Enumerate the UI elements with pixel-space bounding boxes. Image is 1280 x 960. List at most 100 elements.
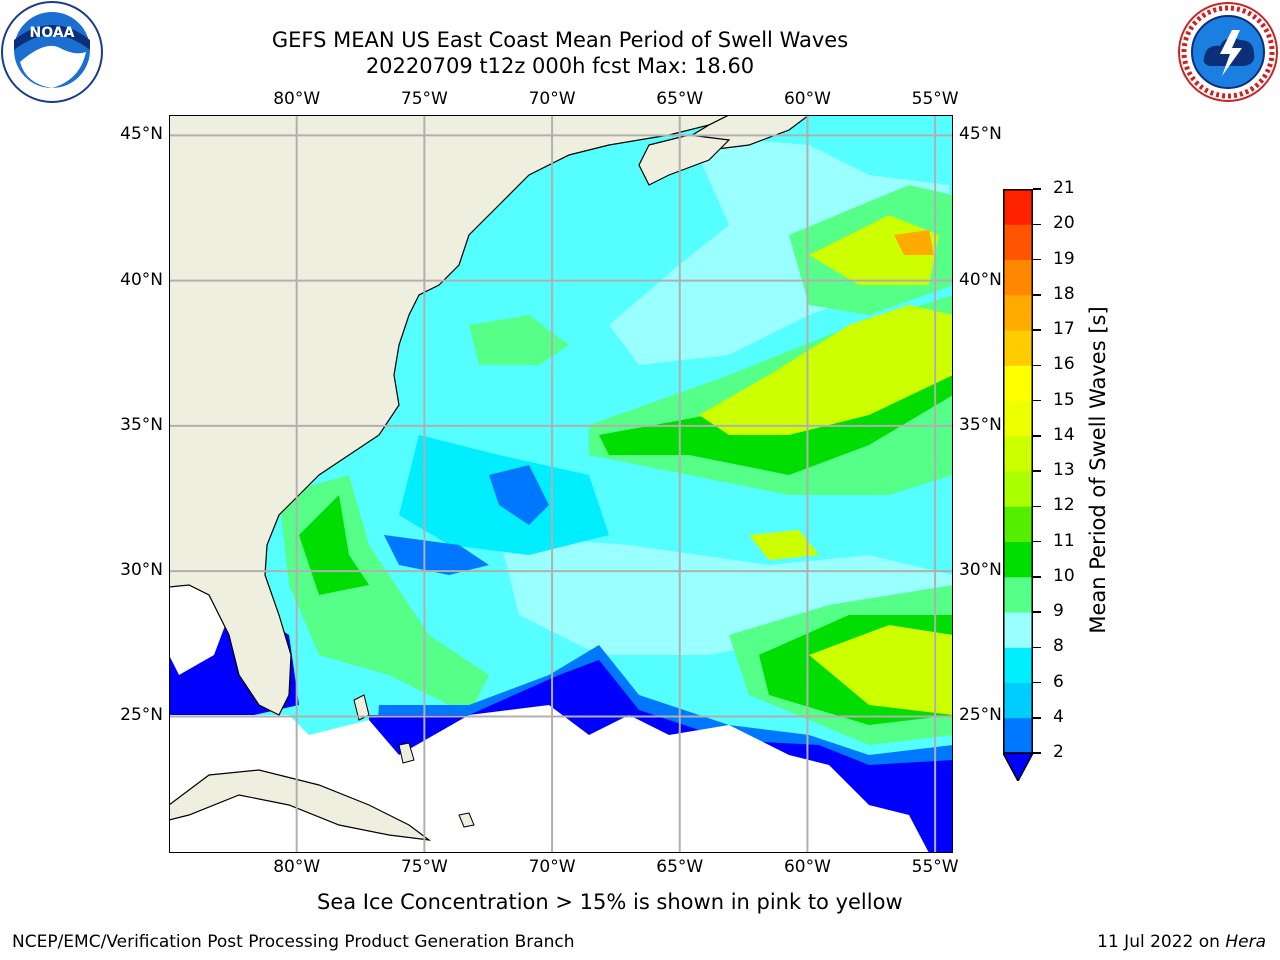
lat-label-left: 30°N: [120, 560, 163, 581]
colorbar-tick: [1033, 540, 1041, 543]
colorbar-tick-label: 18: [1053, 283, 1075, 304]
cuba-land: [169, 769, 432, 841]
colorbar-segment: [1003, 576, 1033, 613]
colorbar-tick-label: 15: [1053, 389, 1075, 410]
colorbar-tick-label: 10: [1053, 565, 1075, 586]
colorbar-tick-label: 19: [1053, 248, 1075, 269]
colorbar-tick: [1033, 223, 1041, 225]
colorbar-tick-label: 17: [1053, 319, 1075, 339]
lon-label-top: 65°W: [656, 89, 704, 109]
land: [169, 115, 810, 841]
colorbar-tick: [1033, 258, 1041, 261]
colorbar-tick: [1033, 646, 1041, 648]
svg-text:NOAA: NOAA: [30, 25, 75, 41]
lon-label-top: 70°W: [528, 89, 576, 109]
lat-label-right: 40°N: [959, 269, 1002, 290]
colorbar-segment: [1003, 541, 1033, 578]
colorbar-segment: [1003, 400, 1033, 437]
colorbar-tick-label: 6: [1053, 671, 1064, 692]
colorbar-title: Mean Period of Swell Waves [s]: [1086, 306, 1110, 634]
colorbar-tick-label: 13: [1053, 460, 1075, 480]
colorbar-segment: [1003, 612, 1033, 648]
footer-host: Hera: [1225, 932, 1266, 952]
colorbar: [1003, 189, 1033, 781]
colorbar-tick-label: 12: [1053, 495, 1075, 516]
region-light-cyan-north: [609, 135, 953, 365]
colorbar-tick-label: 14: [1053, 424, 1075, 445]
region-blue-1: [489, 465, 549, 525]
lat-label-left: 45°N: [120, 124, 163, 145]
region-orange-1: [894, 230, 934, 255]
north-america-land: [169, 115, 730, 716]
colorbar-tick: [1033, 399, 1041, 402]
lon-label-top: 80°W: [273, 89, 321, 109]
colorbar-tick: [1033, 188, 1041, 190]
colorbar-tick-label: 16: [1053, 354, 1075, 375]
lon-label-bottom: 75°W: [400, 857, 448, 877]
colorbar-tick-label: 4: [1053, 706, 1064, 727]
colorbar-tick: [1033, 329, 1041, 331]
lat-label-right: 30°N: [959, 560, 1002, 581]
map-plot: [169, 115, 953, 853]
colorbar-frame: [1003, 189, 1033, 754]
colorbar-under-extension: [1003, 752, 1033, 781]
lon-label-bottom: 65°W: [656, 857, 704, 877]
lat-label-left: 40°N: [120, 269, 163, 290]
region-yellow-green-4: [749, 530, 819, 560]
colorbar-tick: [1033, 717, 1041, 719]
region-yellow-green-1: [699, 305, 953, 435]
colorbar-segment: [1003, 189, 1033, 225]
colorbar-tick: [1033, 752, 1041, 754]
region-yellow-green-2: [809, 215, 939, 285]
lon-label-bottom: 80°W: [273, 857, 321, 877]
colorbar-tick: [1033, 470, 1041, 472]
lon-label-top: 60°W: [783, 89, 831, 109]
colorbar-segment: [1003, 365, 1033, 401]
footer-branch: NCEP/EMC/Verification Post Processing Pr…: [12, 932, 575, 952]
lon-label-bottom: 55°W: [911, 857, 959, 877]
lon-label-bottom: 70°W: [528, 857, 576, 877]
lat-label-left: 35°N: [120, 414, 163, 435]
bahamas-2: [398, 742, 415, 764]
sea-ice-note: Sea Ice Concentration > 15% is shown in …: [317, 890, 903, 914]
colorbar-segment: [1003, 259, 1033, 296]
region-green-island: [469, 315, 569, 365]
region-blue-2: [384, 535, 489, 575]
colorbar-tick-label: 9: [1053, 601, 1064, 621]
colorbar-segment: [1003, 294, 1033, 331]
colorbar-tick: [1033, 505, 1041, 507]
colorbar-tick-label: 2: [1053, 742, 1064, 762]
colorbar-tick: [1033, 611, 1041, 613]
footer-date-text: 11 Jul 2022 on: [1097, 932, 1220, 952]
region-bright-green-2: [299, 495, 369, 595]
bahamas-1: [353, 694, 370, 721]
lon-label-bottom: 60°W: [783, 857, 831, 877]
colorbar-segment: [1003, 717, 1033, 754]
colorbar-tick-label: 11: [1053, 530, 1075, 551]
colorbar-tick: [1033, 576, 1041, 578]
colorbar-segment: [1003, 330, 1033, 366]
footer-date: 11 Jul 2022 on Hera: [1097, 932, 1266, 952]
nws-logo: [1178, 2, 1278, 102]
colorbar-tick: [1033, 364, 1041, 366]
bahamas-3: [458, 812, 475, 828]
colorbar-tick: [1033, 435, 1041, 437]
chart-subtitle: 20220709 t12z 000h fcst Max: 18.60: [365, 54, 755, 78]
region-yellow-green-3: [809, 625, 953, 715]
colorbar-tick-label: 8: [1053, 636, 1064, 657]
noaa-logo: NOAA: [1, 1, 103, 103]
colorbar-tick: [1033, 681, 1041, 684]
chart-title: GEFS MEAN US East Coast Mean Period of S…: [271, 28, 849, 52]
lat-label-right: 45°N: [959, 124, 1002, 145]
colorbar-segment: [1003, 506, 1033, 542]
colorbar-tick-label: 21: [1053, 178, 1075, 198]
lon-label-top: 75°W: [400, 89, 448, 109]
lon-label-top: 55°W: [911, 89, 959, 109]
lat-label-left: 25°N: [120, 705, 163, 726]
colorbar-segment: [1003, 682, 1033, 719]
colorbar-tick: [1033, 294, 1041, 296]
colorbar-segment: [1003, 435, 1033, 472]
gridlines: [169, 115, 953, 853]
lat-label-right: 25°N: [959, 705, 1002, 726]
colorbar-segment: [1003, 471, 1033, 507]
